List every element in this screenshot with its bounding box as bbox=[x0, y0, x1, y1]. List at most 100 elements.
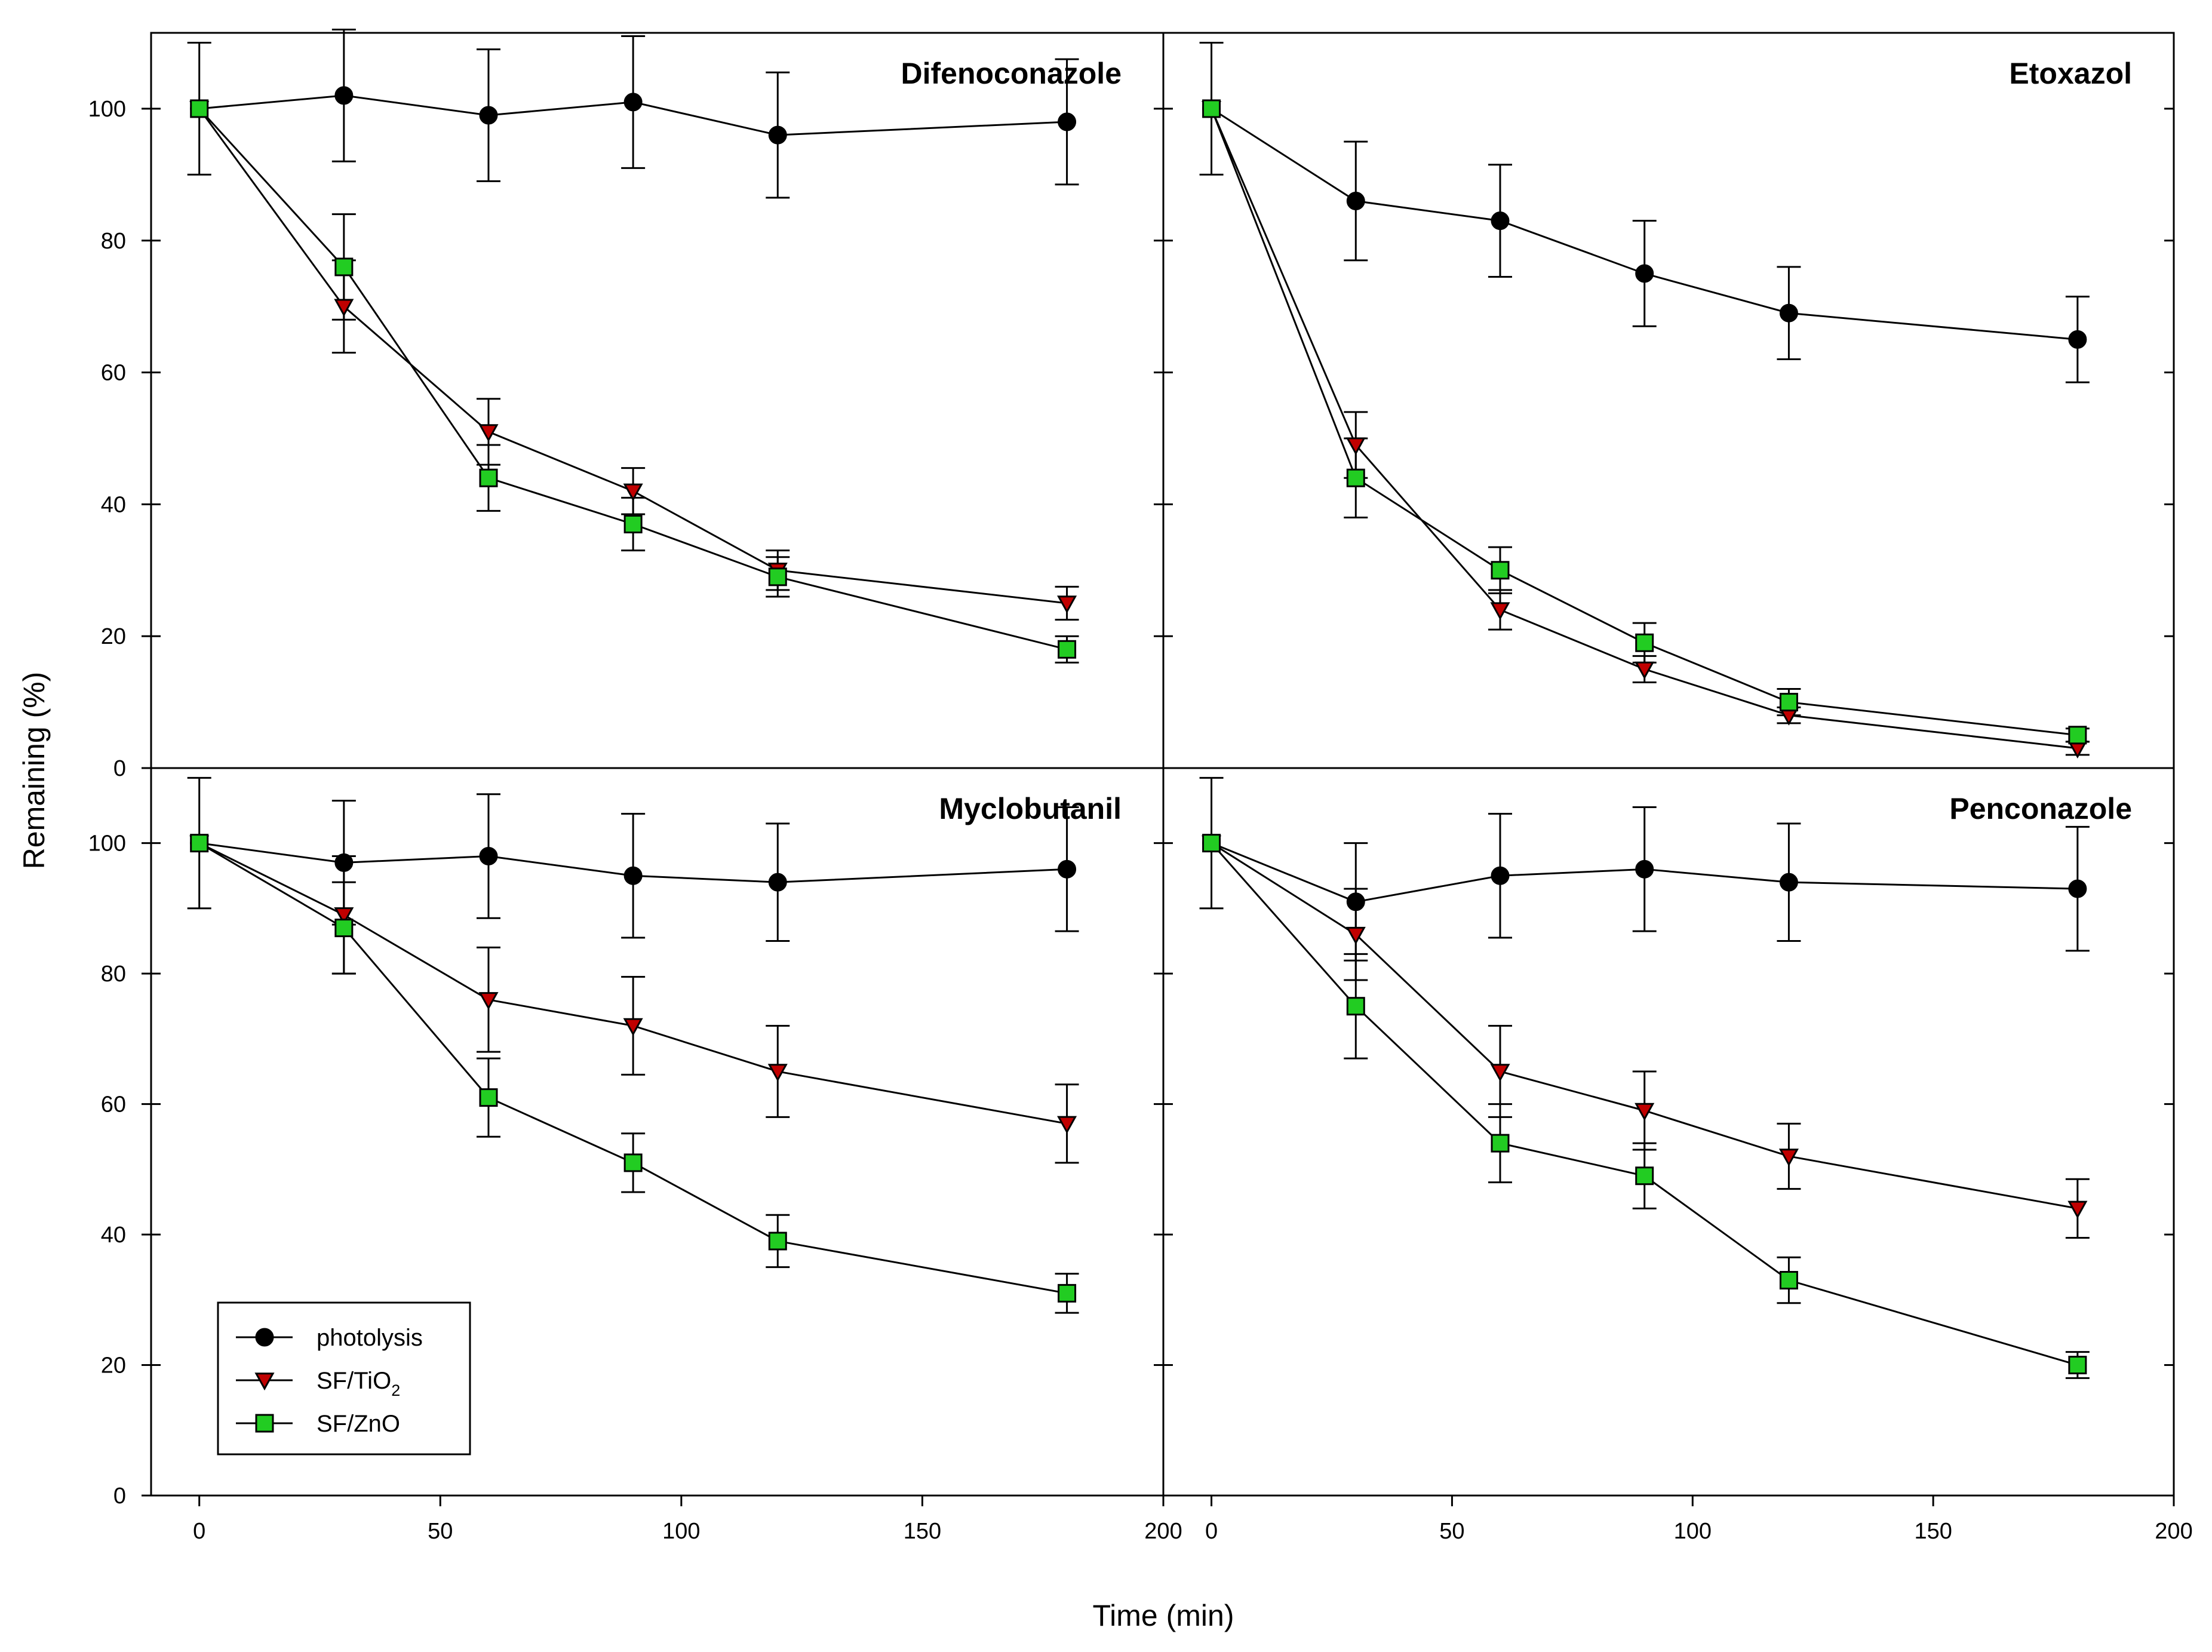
point-zno bbox=[190, 99, 209, 118]
point-zno bbox=[334, 919, 354, 938]
x-tick-label: 50 bbox=[428, 1519, 453, 1544]
panel-myclobutanil: Myclobutanil bbox=[187, 776, 1122, 1314]
point-zno bbox=[479, 468, 498, 487]
point-zno bbox=[623, 515, 643, 534]
series-line-tio2 bbox=[199, 842, 1067, 1125]
panel-difenoconazole: Difenoconazole bbox=[187, 28, 1122, 664]
point-photolysis bbox=[768, 125, 787, 145]
point-zno bbox=[623, 1153, 643, 1172]
point-photolysis bbox=[2068, 879, 2087, 898]
point-zno bbox=[1058, 1283, 1077, 1303]
point-photolysis bbox=[1635, 859, 1654, 879]
legend-marker-tio2 bbox=[254, 1372, 275, 1391]
point-zno bbox=[1491, 561, 1510, 580]
series-line-photolysis bbox=[199, 94, 1067, 136]
y-tick-label: 20 bbox=[101, 1353, 126, 1378]
legend-label-subscript: 2 bbox=[391, 1381, 400, 1399]
series-line-zno bbox=[198, 108, 1067, 650]
y-tick-label: 100 bbox=[88, 831, 126, 856]
point-tio2 bbox=[334, 299, 354, 317]
panel-penconazole: Penconazole bbox=[1199, 776, 2132, 1379]
point-photolysis bbox=[1058, 859, 1077, 879]
x-tick-label: 200 bbox=[2155, 1519, 2192, 1544]
point-photolysis bbox=[334, 853, 354, 872]
y-tick-label: 20 bbox=[101, 624, 126, 649]
point-tio2 bbox=[478, 424, 499, 443]
point-photolysis bbox=[1346, 192, 1365, 211]
panel-etoxazol: Etoxazol bbox=[1199, 42, 2132, 759]
point-tio2 bbox=[623, 1018, 643, 1036]
point-tio2 bbox=[1635, 661, 1655, 680]
x-axis-title: Time (min) bbox=[1092, 1599, 1234, 1632]
axis-ticks: 0 20 40 60 80 100 0 20 40 60 80 100 0 50 100 150 200 0 50 1… bbox=[88, 97, 2193, 1544]
point-photolysis bbox=[479, 846, 498, 865]
y-tick-label: 60 bbox=[101, 1092, 126, 1117]
point-tio2 bbox=[334, 907, 354, 925]
series-line-photolysis bbox=[1211, 842, 2078, 903]
point-photolysis bbox=[623, 93, 643, 112]
point-photolysis bbox=[1491, 211, 1510, 231]
point-photolysis bbox=[1491, 866, 1510, 885]
point-photolysis bbox=[2068, 330, 2087, 349]
series-line-photolysis bbox=[1211, 108, 2078, 340]
point-zno bbox=[1346, 997, 1365, 1016]
x-tick-label: 100 bbox=[1674, 1519, 1712, 1544]
panel-title: Penconazole bbox=[1949, 792, 2132, 825]
panel-title: Difenoconazole bbox=[901, 57, 1122, 90]
point-photolysis bbox=[1779, 873, 1798, 892]
panel-title: Myclobutanil bbox=[939, 792, 1122, 825]
point-zno bbox=[1202, 99, 1221, 118]
y-tick-label: 40 bbox=[101, 1223, 126, 1248]
panel-title: Etoxazol bbox=[2009, 57, 2132, 90]
y-tick-label: 40 bbox=[101, 492, 126, 517]
y-tick-label: 100 bbox=[88, 97, 126, 122]
point-zno bbox=[2068, 726, 2087, 745]
point-zno bbox=[1779, 1271, 1798, 1290]
legend-label-photolysis: photolysis bbox=[317, 1325, 423, 1351]
point-zno bbox=[1202, 834, 1221, 853]
point-photolysis bbox=[768, 873, 787, 892]
point-zno bbox=[334, 257, 354, 277]
point-zno bbox=[768, 1232, 787, 1251]
point-zno bbox=[1635, 633, 1654, 652]
series-line-photolysis bbox=[199, 842, 1067, 883]
x-tick-label: 150 bbox=[904, 1519, 941, 1544]
point-zno bbox=[768, 567, 787, 587]
x-tick-label: 100 bbox=[662, 1519, 700, 1544]
point-tio2 bbox=[1057, 1116, 1077, 1134]
point-tio2 bbox=[1635, 1103, 1655, 1121]
point-photolysis bbox=[1779, 303, 1798, 323]
point-tio2 bbox=[1345, 437, 1366, 456]
y-tick-label: 80 bbox=[101, 229, 126, 254]
point-tio2 bbox=[767, 1064, 788, 1082]
point-photolysis bbox=[1058, 112, 1077, 131]
point-zno bbox=[190, 834, 209, 853]
x-tick-label: 200 bbox=[1144, 1519, 1182, 1544]
point-photolysis bbox=[1346, 892, 1365, 911]
series-line-zno bbox=[198, 842, 1067, 1294]
point-tio2 bbox=[2067, 1200, 2088, 1219]
series-line-tio2 bbox=[198, 108, 1067, 604]
x-tick-label: 50 bbox=[1439, 1519, 1464, 1544]
point-tio2 bbox=[478, 992, 499, 1010]
point-tio2 bbox=[1057, 595, 1077, 614]
point-zno bbox=[1346, 468, 1365, 487]
series-line-tio2 bbox=[1211, 108, 2078, 750]
point-zno bbox=[1491, 1134, 1510, 1153]
point-photolysis bbox=[479, 106, 498, 125]
legend-label-zno: SF/ZnO bbox=[317, 1411, 400, 1437]
point-photolysis bbox=[623, 866, 643, 885]
y-tick-label: 80 bbox=[101, 962, 126, 987]
x-tick-label: 150 bbox=[1914, 1519, 1952, 1544]
point-tio2 bbox=[1490, 1064, 1510, 1082]
point-zno bbox=[1635, 1166, 1654, 1186]
x-tick-label: 0 bbox=[193, 1519, 205, 1544]
point-zno bbox=[2068, 1356, 2087, 1375]
point-tio2 bbox=[623, 483, 643, 502]
point-zno bbox=[1779, 693, 1798, 712]
series-line-zno bbox=[1211, 842, 2078, 1366]
y-tick-label: 60 bbox=[101, 361, 126, 386]
legend-marker-zno bbox=[255, 1414, 274, 1433]
